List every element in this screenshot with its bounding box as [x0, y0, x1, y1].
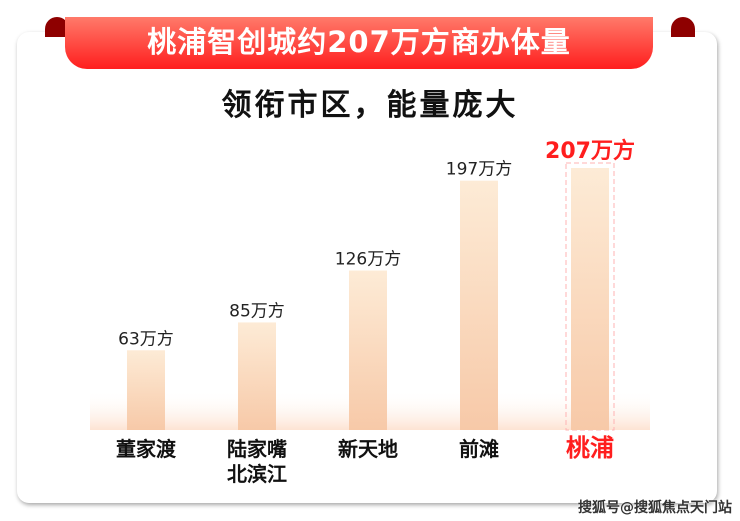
title-ribbon: 桃浦智创城约207万方商办体量: [65, 17, 653, 69]
bar: [349, 270, 387, 430]
ribbon-fold-left: [45, 17, 69, 37]
bar: [127, 350, 165, 430]
data-label: 197万方: [446, 160, 512, 180]
data-label: 85万方: [229, 301, 285, 321]
watermark: 搜狐号@搜狐焦点天门站: [578, 500, 732, 516]
bar: [238, 322, 276, 430]
data-label: 63万方: [118, 329, 174, 349]
data-label: 126万方: [335, 250, 401, 270]
data-label: 207万方: [545, 138, 635, 164]
category-label: 前滩: [459, 437, 499, 461]
category-label: 桃浦: [566, 434, 614, 462]
category-label: 北滨江: [227, 462, 287, 486]
category-label: 董家渡: [116, 437, 177, 461]
ribbon-fold-right: [671, 17, 695, 37]
category-label: 新天地: [338, 437, 398, 461]
bar: [460, 180, 498, 430]
subtitle: 领衔市区，能量庞大: [221, 88, 519, 123]
bar: [571, 168, 609, 430]
category-label: 陆家嘴: [227, 437, 287, 461]
